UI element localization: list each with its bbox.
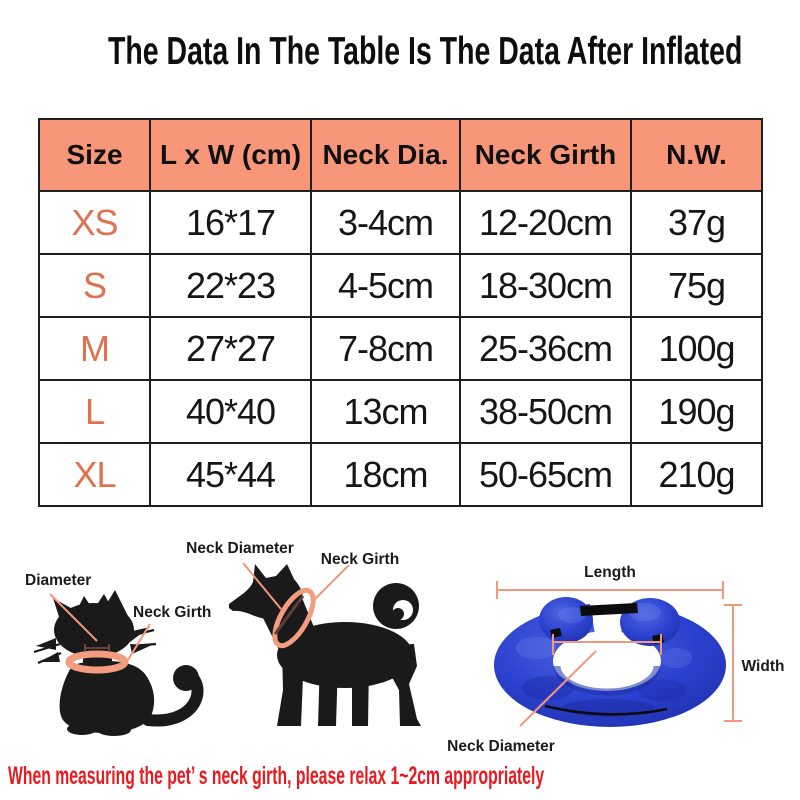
width-line: [724, 604, 742, 722]
table-cell: 75g: [630, 253, 763, 318]
dog-silhouette: [229, 564, 421, 726]
cat-diameter-label: Diameter: [25, 572, 91, 589]
size-table: Size L x W (cm) Neck Dia. Neck Girth N.W…: [38, 118, 763, 507]
collar-length-label: Length: [584, 564, 636, 581]
length-line: [496, 581, 724, 599]
table-cell: 12-20cm: [459, 190, 632, 255]
table-cell: 13cm: [310, 379, 461, 444]
table-cell: 190g: [630, 379, 763, 444]
table-cell: 16*17: [149, 190, 312, 255]
size-cell: L: [38, 379, 151, 444]
dog-girth-leader: [313, 564, 350, 601]
size-cell: S: [38, 253, 151, 318]
table-cell: 40*40: [149, 379, 312, 444]
dog-rear-leg: [384, 644, 421, 726]
size-cell: XL: [38, 442, 151, 507]
collar-photo: [494, 593, 726, 727]
measuring-note: When measuring the pet’ s neck girth, pl…: [8, 762, 545, 790]
table-cell: 37g: [630, 190, 763, 255]
collar-strap: [580, 603, 638, 616]
measurement-lines: [49, 562, 742, 727]
inner-diameter-line: [552, 634, 662, 655]
table-row: XS 16*17 3-4cm 12-20cm 37g: [38, 190, 763, 255]
table-cell: 4-5cm: [310, 253, 461, 318]
table-cell: 45*44: [149, 442, 312, 507]
collar-neck-diameter-leader: [519, 650, 597, 727]
table-row: XL 45*44 18cm 50-65cm 210g: [38, 442, 763, 507]
table-cell: 50-65cm: [459, 442, 632, 507]
table-cell: 7-8cm: [310, 316, 461, 381]
table-row: L 40*40 13cm 38-50cm 190g: [38, 379, 763, 444]
dog-neck-ring: [272, 587, 316, 649]
cat-neck-girth-label: Neck Girth: [133, 604, 211, 621]
table-cell: 18-30cm: [459, 253, 632, 318]
dog-diameter-line: [273, 595, 305, 635]
cat-silhouette: [33, 590, 204, 736]
table-cell: 18cm: [310, 442, 461, 507]
dog-neck-diameter-label: Neck Diameter: [186, 540, 294, 557]
table-row: M 27*27 7-8cm 25-36cm 100g: [38, 316, 763, 381]
cat-diameter-line: [84, 644, 110, 652]
page-title: The Data In The Table Is The Data After …: [108, 30, 743, 73]
column-header-neck-dia: Neck Dia.: [310, 118, 461, 192]
size-cell: XS: [38, 190, 151, 255]
cat-girth-leader: [127, 623, 151, 661]
collar-width-label: Width: [742, 658, 785, 675]
dog-neck-diameter-leader: [242, 562, 282, 610]
table-cell: 3-4cm: [310, 190, 461, 255]
table-cell: 27*27: [149, 316, 312, 381]
cat-body: [59, 660, 155, 733]
header-row: Size L x W (cm) Neck Dia. Neck Girth N.W…: [38, 118, 763, 192]
dog-neck-girth-label: Neck Girth: [321, 551, 399, 568]
table-row: S 22*23 4-5cm 18-30cm 75g: [38, 253, 763, 318]
collar-neck-diameter-label: Neck Diameter: [447, 738, 555, 755]
collar-zipper: [544, 704, 668, 716]
table-cell: 22*23: [149, 253, 312, 318]
table-cell: 38-50cm: [459, 379, 632, 444]
cat-head: [54, 603, 134, 657]
size-cell: M: [38, 316, 151, 381]
measurement-diagram: Diameter Neck Girth Neck Diameter Neck G…: [25, 540, 785, 755]
table-cell: 210g: [630, 442, 763, 507]
dog-body: [277, 622, 413, 688]
column-header-neck-girth: Neck Girth: [459, 118, 632, 192]
collar-hole: [553, 631, 661, 691]
table-cell: 100g: [630, 316, 763, 381]
column-header-size: Size: [38, 118, 151, 192]
column-header-lxw: L x W (cm): [149, 118, 312, 192]
table-cell: 25-36cm: [459, 316, 632, 381]
column-header-nw: N.W.: [630, 118, 763, 192]
cat-neck-ring: [65, 650, 129, 674]
cat-diameter-leader: [49, 593, 98, 642]
